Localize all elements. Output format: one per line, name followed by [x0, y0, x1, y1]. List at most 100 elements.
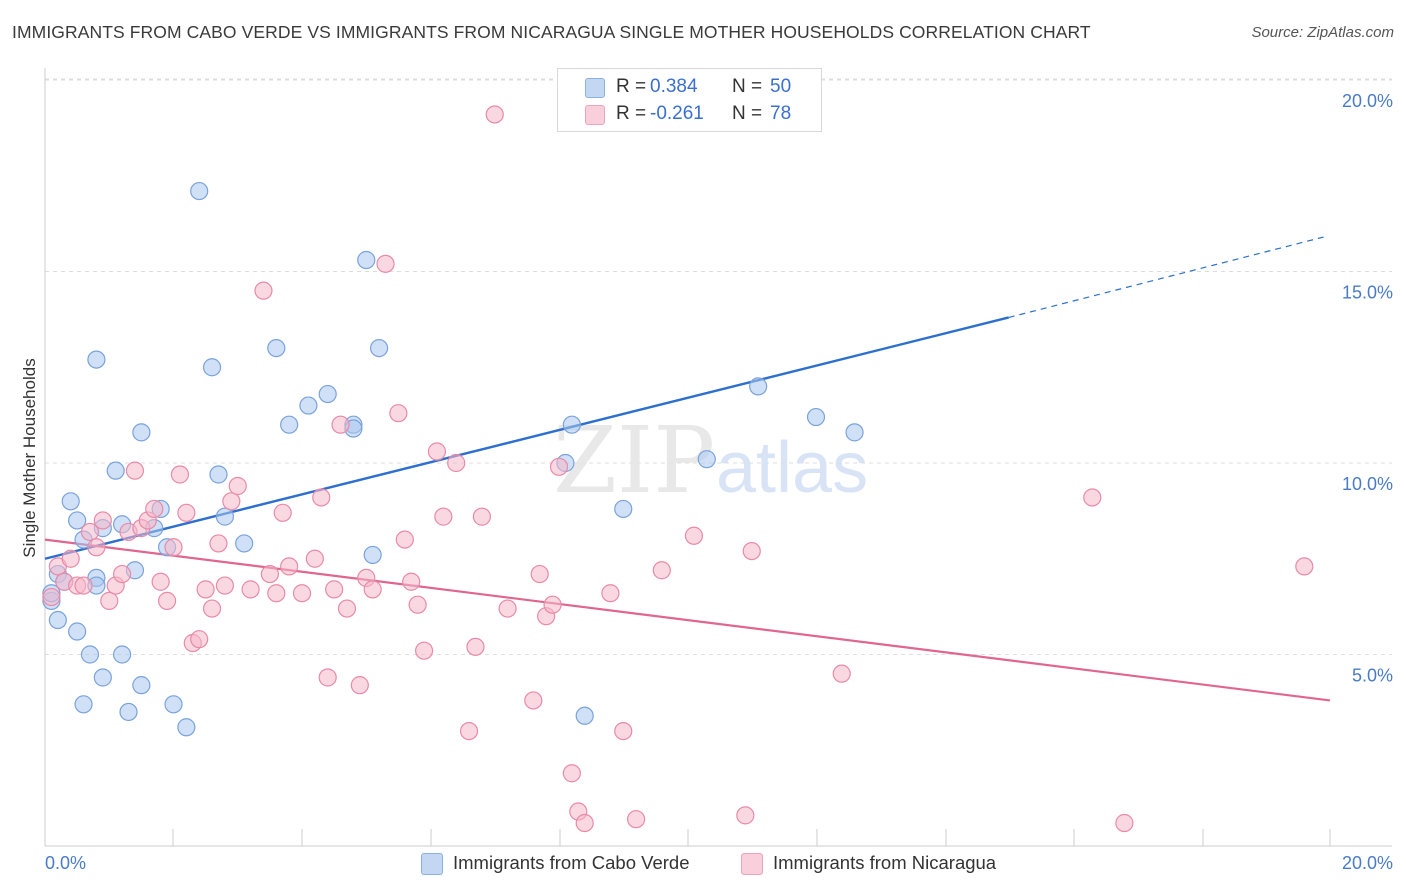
- nicaragua-point: [414, 641, 434, 660]
- legend-r-value: -0.261: [650, 103, 704, 124]
- trend-line-cabo-verde-extension: [1008, 236, 1324, 319]
- cabo-verde-point: [697, 450, 716, 469]
- nicaragua-point: [614, 721, 633, 741]
- cabo-verde-point: [202, 358, 222, 377]
- nicaragua-point: [466, 637, 485, 656]
- nicaragua-point: [832, 664, 851, 683]
- cabo-verde-point: [235, 534, 254, 553]
- cabo-verde-point: [370, 339, 389, 358]
- nicaragua-point: [260, 564, 279, 584]
- nicaragua-point: [434, 507, 453, 526]
- nicaragua-point: [241, 580, 260, 599]
- nicaragua-point: [1083, 488, 1102, 507]
- nicaragua-point: [190, 630, 209, 649]
- nicaragua-point: [177, 503, 196, 522]
- nicaragua-point: [363, 580, 382, 599]
- y-tick-label: 10.0%: [1342, 474, 1393, 494]
- nicaragua-point: [254, 281, 273, 300]
- nicaragua-point: [157, 591, 177, 610]
- legend-r-value: 0.384: [650, 76, 698, 97]
- x-tick-label-max: 20.0%: [1342, 853, 1393, 873]
- nicaragua-point: [402, 572, 421, 591]
- nicaragua-point: [61, 549, 80, 568]
- nicaragua-point: [459, 721, 479, 741]
- cabo-verde-point: [68, 622, 87, 641]
- cabo-verde-point: [363, 545, 382, 565]
- nicaragua-point: [498, 599, 517, 618]
- tick-labels: 5.0% 10.0% 15.0% 20.0% 0.0% 20.0%: [45, 91, 1393, 873]
- nicaragua-point: [601, 584, 620, 603]
- nicaragua-point: [215, 576, 234, 595]
- nicaragua-point: [100, 591, 119, 610]
- cabo-verde-point: [318, 384, 337, 404]
- nicaragua-point: [742, 541, 761, 561]
- cabo-verde-point: [93, 668, 112, 687]
- nicaragua-point: [549, 457, 569, 476]
- nicaragua-point: [485, 105, 504, 124]
- nicaragua-point: [312, 488, 331, 507]
- nicaragua-point: [202, 599, 222, 618]
- nicaragua-point: [389, 404, 408, 423]
- cabo-verde-point: [280, 415, 299, 434]
- x-tick-label-min: 0.0%: [45, 853, 86, 873]
- nicaragua-point: [87, 538, 106, 557]
- nicaragua-point: [530, 564, 549, 584]
- nicaragua-point: [337, 599, 357, 618]
- nicaragua-point: [626, 810, 646, 829]
- watermark-atlas: atlas: [716, 428, 868, 508]
- nicaragua-point: [736, 806, 755, 825]
- nicaragua-point: [652, 561, 671, 580]
- legend-n-label: N =: [732, 76, 763, 97]
- nicaragua-point: [427, 442, 447, 461]
- legend-swatch-blue: [585, 78, 605, 98]
- cabo-verde-point: [87, 350, 106, 369]
- cabo-verde-point: [562, 415, 581, 434]
- cabo-verde-point: [614, 499, 633, 519]
- nicaragua-point: [543, 595, 562, 614]
- legend-n-label: N =: [732, 103, 763, 124]
- nicaragua-point: [170, 465, 190, 484]
- cabo-verde-point: [845, 423, 864, 442]
- nicaragua-point: [196, 580, 215, 599]
- cabo-verde-point: [106, 461, 125, 480]
- legend-swatch-blue: [421, 853, 443, 875]
- nicaragua-point: [164, 538, 183, 557]
- nicaragua-point: [575, 813, 594, 833]
- nicaragua-point: [684, 526, 704, 545]
- nicaragua-point: [145, 499, 164, 519]
- cabo-verde-point: [80, 645, 100, 664]
- nicaragua-point: [267, 584, 286, 603]
- nicaragua-point: [408, 595, 427, 614]
- cabo-verde-point: [74, 695, 93, 714]
- grid-lines: [45, 78, 1392, 655]
- trend-lines: [44, 236, 1331, 702]
- legend-n-value: 50: [770, 76, 792, 97]
- cabo-verde-point: [68, 511, 87, 530]
- nicaragua-point: [292, 584, 312, 603]
- cabo-verde-point: [190, 181, 209, 201]
- cabo-verde-point: [209, 465, 228, 484]
- nicaragua-point: [151, 572, 170, 591]
- cabo-verde-point: [132, 423, 151, 442]
- legend-swatch-pink: [585, 105, 605, 125]
- cabo-verde-point: [749, 377, 768, 396]
- cabo-verde-point: [164, 695, 183, 714]
- legend-swatch-pink: [741, 853, 763, 875]
- nicaragua-point: [350, 676, 369, 695]
- cabo-verde-point: [575, 706, 594, 725]
- nicaragua-point: [562, 764, 581, 783]
- nicaragua-point: [222, 492, 241, 511]
- cabo-verde-point: [357, 250, 376, 270]
- cabo-verde-point: [215, 507, 234, 526]
- legend-r-label: R =: [616, 76, 647, 97]
- nicaragua-point: [472, 507, 491, 526]
- axes: [44, 68, 1392, 847]
- legend-correlation: R = 0.384 N = 50 R = -0.261 N = 78: [557, 68, 822, 132]
- cabo-verde-point: [267, 339, 286, 358]
- trend-line-nicaragua: [44, 538, 1331, 702]
- nicaragua-point: [228, 476, 247, 496]
- nicaragua-point: [280, 557, 299, 576]
- legend-label-cabo-verde: Immigrants from Cabo Verde: [453, 852, 690, 873]
- nicaragua-point: [1295, 557, 1314, 576]
- nicaragua-point: [331, 415, 350, 434]
